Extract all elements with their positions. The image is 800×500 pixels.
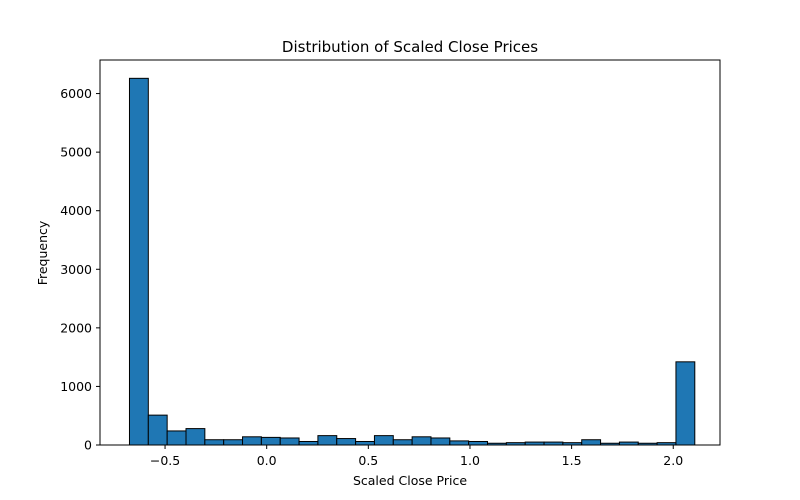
histogram-bar: [317, 435, 338, 446]
y-axis: 0 1000 2000 3000 4000 5000 6000: [60, 86, 100, 453]
histogram-bar: [128, 77, 149, 446]
chart-title: Distribution of Scaled Close Prices: [282, 38, 538, 56]
y-tick-label: 3000: [60, 262, 92, 277]
histogram-bar: [260, 436, 281, 446]
histogram-bar: [298, 440, 319, 446]
histogram-bar: [675, 361, 696, 446]
histogram-bar: [223, 439, 244, 446]
histogram-bar: [430, 437, 451, 446]
histogram-bar: [336, 438, 357, 446]
plot-area-frame: [99, 59, 721, 446]
x-tick-label: 2.0: [663, 453, 683, 468]
histogram-bar: [355, 440, 375, 446]
x-tick-label: 1.5: [562, 453, 582, 468]
y-tick-label: 0: [84, 438, 92, 453]
histogram-bar: [411, 436, 432, 446]
x-tick-label: 0.0: [257, 453, 277, 468]
y-tick-label: 5000: [60, 145, 92, 160]
histogram-bar: [279, 437, 300, 446]
x-tick-label: 1.0: [460, 453, 480, 468]
histogram-bar: [392, 439, 413, 446]
histogram-bar: [373, 435, 394, 446]
y-tick-label: 6000: [60, 86, 92, 101]
x-axis-label: Scaled Close Price: [353, 473, 467, 488]
histogram-bar: [449, 440, 470, 446]
x-tick-label: −0.5: [150, 453, 180, 468]
y-tick-label: 4000: [60, 203, 92, 218]
y-tick-label: 2000: [60, 320, 92, 335]
histogram-bar: [147, 414, 168, 446]
histogram-bar: [581, 439, 602, 446]
bars-group: [128, 77, 696, 446]
x-axis: −0.5 0.0 0.5 1.0 1.5 2.0: [150, 445, 683, 468]
y-tick-label: 1000: [60, 379, 92, 394]
x-tick-label: 0.5: [358, 453, 378, 468]
histogram-bar: [242, 436, 262, 446]
histogram-bar: [468, 440, 489, 446]
histogram-bar: [185, 428, 206, 446]
histogram-bar: [204, 439, 225, 446]
y-axis-label: Frequency: [35, 220, 50, 285]
histogram-bar: [166, 430, 187, 446]
